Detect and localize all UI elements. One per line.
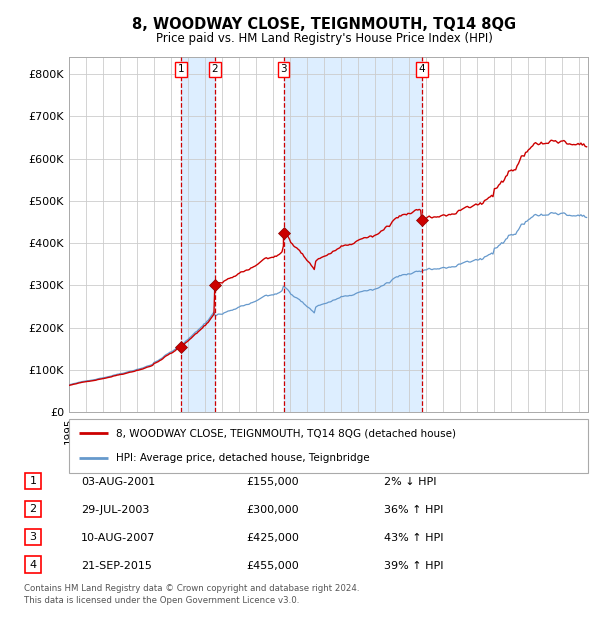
Text: 03-AUG-2001: 03-AUG-2001 [81,477,155,487]
Bar [284,57,422,412]
Text: 1: 1 [29,476,37,486]
Text: 39% ↑ HPI: 39% ↑ HPI [384,561,443,571]
Text: 43% ↑ HPI: 43% ↑ HPI [384,533,443,543]
Text: 8, WOODWAY CLOSE, TEIGNMOUTH, TQ14 8QG: 8, WOODWAY CLOSE, TEIGNMOUTH, TQ14 8QG [132,17,516,32]
Text: 8, WOODWAY CLOSE, TEIGNMOUTH, TQ14 8QG (detached house): 8, WOODWAY CLOSE, TEIGNMOUTH, TQ14 8QG (… [116,428,456,438]
Text: 2% ↓ HPI: 2% ↓ HPI [384,477,437,487]
Text: 4: 4 [418,64,425,74]
Text: 10-AUG-2007: 10-AUG-2007 [81,533,155,543]
Text: Contains HM Land Registry data © Crown copyright and database right 2024.
This d: Contains HM Land Registry data © Crown c… [24,584,359,605]
Text: 29-JUL-2003: 29-JUL-2003 [81,505,149,515]
Text: £455,000: £455,000 [246,561,299,571]
Bar [181,57,215,412]
Text: £155,000: £155,000 [246,477,299,487]
Text: 1: 1 [178,64,184,74]
Text: 36% ↑ HPI: 36% ↑ HPI [384,505,443,515]
Text: 2: 2 [29,504,37,514]
Text: Price paid vs. HM Land Registry's House Price Index (HPI): Price paid vs. HM Land Registry's House … [155,32,493,45]
Text: £425,000: £425,000 [246,533,299,543]
Text: 3: 3 [29,532,37,542]
Text: 3: 3 [280,64,287,74]
Text: 21-SEP-2015: 21-SEP-2015 [81,561,152,571]
Text: 4: 4 [29,560,37,570]
Text: £300,000: £300,000 [246,505,299,515]
Text: 2: 2 [212,64,218,74]
Text: HPI: Average price, detached house, Teignbridge: HPI: Average price, detached house, Teig… [116,453,370,463]
